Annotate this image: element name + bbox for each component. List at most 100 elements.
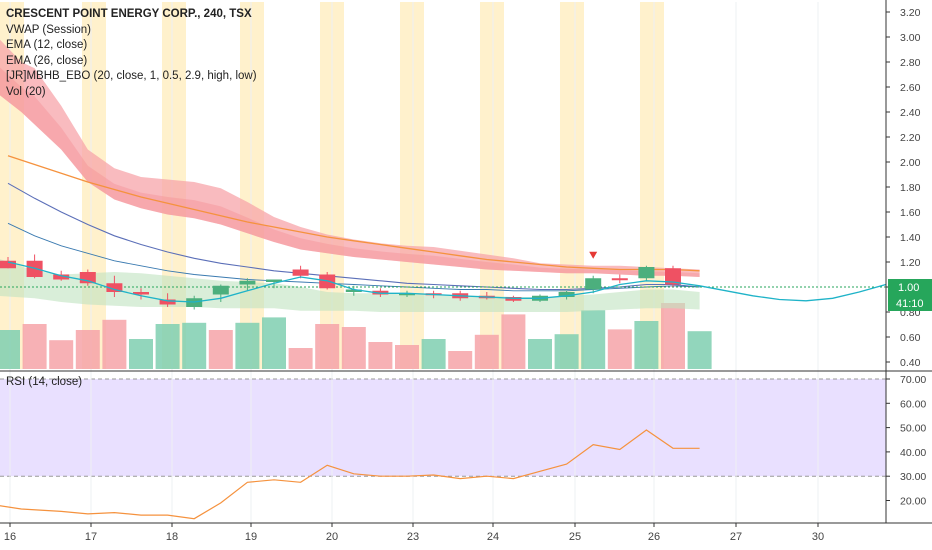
volume-bar	[288, 348, 313, 369]
volume-bar	[395, 345, 419, 369]
time-tick-label: 17	[85, 531, 97, 543]
signal-marker-icon	[589, 251, 598, 259]
chart-legend: CRESCENT POINT ENERGY CORP., 240, TSX VW…	[6, 7, 257, 100]
session-highlight	[640, 2, 664, 369]
volume-bar	[528, 339, 552, 369]
volume-bar	[581, 310, 606, 369]
price-tick-label: 2.60	[900, 82, 921, 94]
candle-body	[611, 278, 628, 281]
candle-body	[212, 285, 229, 295]
volume-bar	[102, 319, 127, 369]
indicator-mbhb[interactable]: [JR]MBHB_EBO (20, close, 1, 0.5, 2.9, hi…	[6, 70, 257, 82]
indicator-ema12[interactable]: EMA (12, close)	[6, 39, 88, 51]
time-tick-label: 20	[326, 531, 338, 543]
price-axis-bg	[886, 0, 932, 550]
volume-bar	[607, 329, 632, 369]
candle-body	[399, 293, 415, 296]
volume-bar	[687, 331, 712, 369]
rsi-tick-label: 70.00	[900, 374, 926, 386]
time-tick-label: 23	[407, 531, 419, 543]
candle-body	[638, 267, 655, 279]
candle-body	[585, 278, 602, 290]
time-tick-label: 26	[648, 531, 660, 543]
chart-title: CRESCENT POINT ENERGY CORP., 240, TSX	[6, 8, 252, 20]
price-tick-label: 2.20	[900, 132, 921, 144]
volume-bar	[315, 324, 340, 369]
indicator-vwap[interactable]: VWAP (Session)	[6, 23, 91, 36]
candle-body	[266, 279, 282, 282]
time-tick-label: 27	[730, 531, 742, 543]
volume-bar	[155, 324, 180, 369]
volume-bar	[262, 317, 286, 369]
candle-body	[133, 292, 149, 295]
volume-bar	[341, 327, 366, 369]
price-tick-label: 3.20	[900, 7, 921, 19]
price-tick-label: 2.80	[900, 57, 921, 69]
candle-body	[159, 299, 176, 305]
rsi-band	[0, 379, 886, 477]
price-tick-label: 0.60	[900, 332, 921, 344]
time-tick-label: 25	[569, 531, 581, 543]
last-price-badge	[888, 279, 932, 295]
volume-bar	[554, 334, 579, 369]
countdown-badge-label: 41:10	[896, 298, 924, 310]
candle-body	[345, 289, 362, 292]
ema26-line	[7, 155, 700, 272]
time-tick-label: 24	[487, 531, 499, 543]
price-tick-label: 1.40	[900, 232, 921, 244]
price-tick-label: 1.60	[900, 207, 921, 219]
rsi-tick-label: 50.00	[900, 423, 926, 435]
vwap-line	[7, 204, 914, 303]
volume-bar	[235, 322, 260, 369]
ema12-line	[7, 182, 700, 291]
price-tick-label: 3.00	[900, 32, 921, 44]
candle-body	[79, 272, 96, 284]
rsi-tick-label: 20.00	[900, 496, 926, 508]
volume-bar	[129, 339, 153, 369]
rsi-tick-label: 60.00	[900, 398, 926, 410]
session-highlight	[400, 2, 424, 369]
volume-bar	[634, 321, 659, 369]
volume-bar	[448, 351, 473, 369]
time-tick-label: 18	[166, 531, 178, 543]
volume-bar	[474, 334, 499, 369]
volume-bar	[661, 303, 685, 369]
volume-bar	[421, 339, 446, 369]
candle-body	[53, 274, 70, 280]
session-highlight	[480, 2, 504, 369]
candle-body	[292, 269, 309, 276]
volume-bar	[49, 340, 74, 369]
price-tick-label: 2.40	[900, 107, 921, 119]
time-tick-label: 16	[4, 531, 16, 543]
rsi-line	[0, 429, 700, 520]
countdown-badge	[888, 295, 932, 311]
volume-bar	[208, 330, 233, 369]
volume-bar	[0, 330, 20, 369]
rsi-tick-label: 30.00	[900, 471, 926, 483]
volume-bar	[75, 330, 100, 369]
session-highlight	[560, 2, 584, 369]
candle-body	[0, 260, 16, 269]
price-tick-label: 2.00	[900, 157, 921, 169]
candle-body	[239, 280, 256, 285]
candle-body	[372, 290, 389, 295]
candle-body	[665, 268, 681, 285]
candle-body	[106, 283, 123, 292]
volume-bar	[22, 324, 47, 369]
price-tick-label: 1.80	[900, 182, 921, 194]
price-tick-label: 1.20	[900, 257, 921, 269]
volume-bar	[501, 314, 526, 369]
volume-bar	[368, 342, 393, 369]
rsi-label[interactable]: RSI (14, close)	[6, 376, 83, 388]
time-tick-label: 30	[812, 531, 824, 543]
indicator-volume[interactable]: Vol (20)	[6, 85, 46, 98]
last-price-badge-label: 1.00	[898, 282, 919, 294]
time-tick-label: 19	[245, 531, 257, 543]
candle-body	[558, 292, 575, 297]
volume-bar	[182, 322, 207, 369]
price-tick-label: 0.40	[900, 357, 921, 369]
ema-lower-line	[7, 222, 700, 292]
rsi-tick-label: 40.00	[900, 447, 926, 459]
indicator-ema26[interactable]: EMA (26, close)	[6, 54, 88, 67]
